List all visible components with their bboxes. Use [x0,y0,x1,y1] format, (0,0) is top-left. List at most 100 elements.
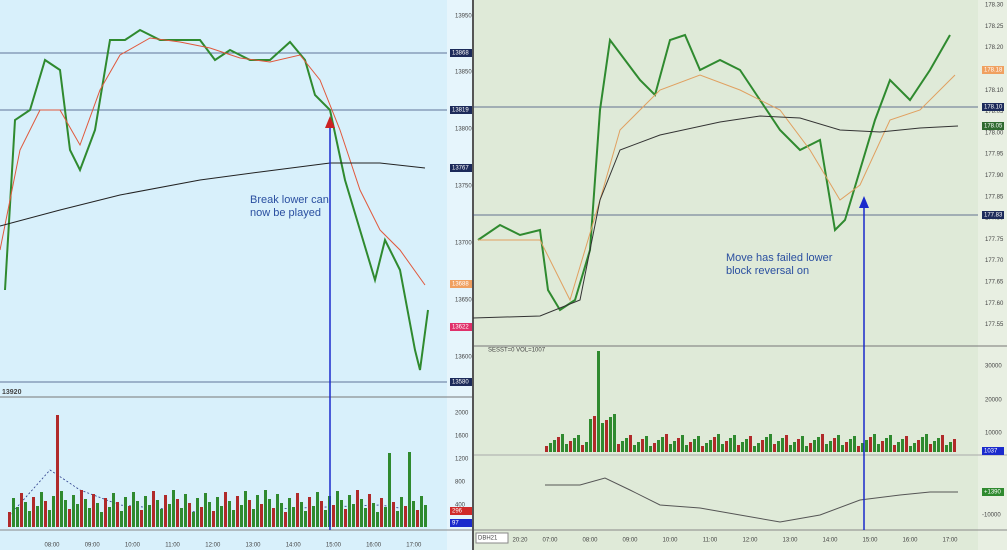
volume-bar [404,506,407,527]
volume-bar [304,511,307,527]
time-label: 14:00 [286,543,302,549]
volume-bar [817,437,820,452]
time-label: 16:00 [366,543,382,549]
volume-bar [561,434,564,452]
axis-label: -10000 [982,513,1001,519]
price-path [4,28,429,371]
right-panel-bg [473,0,1007,550]
volume-bar [136,501,139,527]
level-tag [450,519,472,527]
time-label: 11:00 [165,543,180,549]
volume-bar [244,491,247,527]
ma-line [472,115,959,319]
level-tag [450,49,472,57]
axis-label: 177.95 [985,152,1004,158]
volume-bar [829,441,832,452]
legend: SESST=0 VOL=1007 [488,348,546,354]
volume-bar [20,493,23,527]
volume-bar [392,502,395,527]
volume-bar [68,509,71,527]
volume-bar [348,495,351,527]
left-panel-bg [0,0,473,550]
volume-bar [881,441,884,452]
volume-bar [336,491,339,527]
price-path [477,33,951,312]
volume-bar [745,439,748,452]
level-tag [982,211,1004,219]
volume-bar [252,509,255,527]
volume-bar [308,497,311,527]
volume-bar [677,438,680,452]
volume-bar [785,435,788,452]
level-tag-text: 178.10 [984,105,1003,111]
volume-bar [697,436,700,452]
volume-bar [376,512,379,527]
ma-line [0,162,426,227]
volume-bar [725,441,728,452]
level-tag-text: 13622 [452,325,469,331]
volume-bar [733,435,736,452]
volume-bar [921,437,924,452]
volume-bar [809,443,812,452]
axis-label: 13650 [455,298,472,304]
volume-bar [192,512,195,527]
annotation: block reversal on [726,265,809,277]
volume-bar [184,494,187,527]
level-tag-text: 1037 [984,449,998,455]
volume-bar [793,442,796,452]
volume-bar [104,498,107,527]
level-tag-text: 13688 [452,282,469,288]
axis-label: 178.30 [985,3,1004,9]
volume-bar [172,490,175,527]
volume-bar [901,439,904,452]
level-tag [450,280,472,288]
volume-bar [761,440,764,452]
volume-bar [260,504,263,527]
volume-bar [813,440,816,452]
volume-bar [905,436,908,452]
volume-bar [360,499,363,527]
level-tag [982,103,1004,111]
volume-bar [841,445,844,452]
arrow-head [859,196,869,208]
volume-bar [28,511,31,527]
level-tag-text: 296 [452,509,463,515]
level-tag [982,66,1004,74]
volume-bar [585,442,588,452]
volume-bar [617,444,620,452]
volume-bar [88,508,91,527]
volume-bar [821,434,824,452]
volume-bar [721,444,724,452]
volume-bar [653,443,656,452]
volume-bar [845,442,848,452]
volume-bar [400,497,403,527]
volume-bar [268,499,271,527]
time-label: 12:00 [742,538,758,544]
time-label: 13:00 [782,538,798,544]
volume-bar [913,443,916,452]
volume-bar [949,442,952,452]
volume-bar [825,444,828,452]
level-tag [450,323,472,331]
volume-bar [312,506,315,527]
volume-bar [729,438,732,452]
volume-bar [897,442,900,452]
volume-bar [737,445,740,452]
volume-bar [805,446,808,452]
symbol-box[interactable] [475,532,509,544]
volume-bar [56,415,59,527]
volume-bar [569,441,572,452]
volume-bar [909,446,912,452]
volume-bar [641,439,644,452]
volume-bar [601,423,604,452]
symbol: DBH21 [478,536,498,542]
axis-label: 400 [455,503,466,509]
volume-bar [593,416,596,452]
volume-bar [753,446,756,452]
volume-bar [945,445,948,452]
volume-bar [573,438,576,452]
volume-bar [953,439,956,452]
volume-bar [36,506,39,527]
volume-bar [64,500,67,527]
axis-label: 800 [455,480,466,486]
